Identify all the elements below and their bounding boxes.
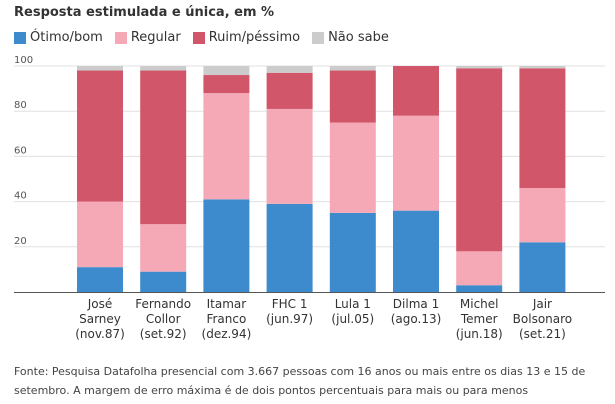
y-tick-label: 100 bbox=[14, 55, 33, 66]
x-category-label: (set.92) bbox=[140, 327, 187, 341]
bar-segment bbox=[140, 271, 187, 292]
bar-segment bbox=[519, 66, 566, 69]
x-category-label: Franco bbox=[206, 312, 246, 326]
x-category-label: FHC 1 bbox=[272, 297, 308, 311]
bar-segment bbox=[329, 66, 376, 71]
x-category-label: (nov.87) bbox=[75, 327, 125, 341]
bar-segment bbox=[519, 242, 566, 292]
legend-item-nao-sabe: Não sabe bbox=[312, 30, 389, 45]
y-tick-label: 40 bbox=[14, 191, 27, 202]
bar-segment bbox=[266, 203, 313, 292]
y-tick-label: 60 bbox=[14, 145, 27, 156]
x-category-label: (jun.97) bbox=[266, 312, 313, 326]
x-category-label: (ago.13) bbox=[391, 312, 442, 326]
bar-segment bbox=[456, 68, 503, 252]
x-category-label: Itamar bbox=[207, 297, 247, 311]
legend-label: Ótimo/bom bbox=[30, 30, 103, 45]
bar-segment bbox=[266, 72, 313, 109]
bar-segment bbox=[456, 66, 503, 69]
x-category-label: (dez.94) bbox=[202, 327, 252, 341]
bar-segment bbox=[393, 66, 439, 116]
bar-segment bbox=[266, 108, 313, 204]
chart-title: Resposta estimulada e única, em % bbox=[14, 5, 275, 20]
x-category-label: (jul.05) bbox=[331, 312, 374, 326]
x-category-label: Sarney bbox=[79, 312, 121, 326]
x-category-label: Lula 1 bbox=[335, 297, 371, 311]
bar-segment bbox=[203, 66, 250, 76]
y-tick-label: 80 bbox=[14, 100, 27, 111]
source-note: Fonte: Pesquisa Datafolha presencial com… bbox=[14, 365, 586, 397]
bar-segment bbox=[266, 66, 313, 73]
legend-swatch bbox=[312, 31, 325, 44]
bar-segment bbox=[329, 122, 376, 213]
legend-label: Ruim/péssimo bbox=[208, 30, 301, 45]
bar-segment bbox=[140, 66, 187, 71]
x-category-label: José bbox=[87, 297, 113, 311]
bar-segment bbox=[329, 70, 376, 123]
x-category-label: Dilma 1 bbox=[393, 297, 439, 311]
bar-segment bbox=[519, 68, 566, 189]
bar-segment bbox=[203, 199, 250, 292]
x-category-label: Michel bbox=[460, 297, 499, 311]
y-tick-label: 20 bbox=[14, 236, 27, 247]
x-category-label: Jair bbox=[532, 297, 552, 311]
bar-segment bbox=[77, 66, 123, 71]
x-category-label: Bolsonaro bbox=[513, 312, 572, 326]
x-category-label: (jun.18) bbox=[456, 327, 503, 341]
legend-label: Não sabe bbox=[328, 30, 389, 45]
bar-segment bbox=[77, 267, 123, 292]
bar-segment bbox=[77, 70, 123, 202]
bar-segment bbox=[203, 93, 250, 200]
legend-item-ruim-pessimo: Ruim/péssimo bbox=[192, 30, 301, 45]
bar-segment bbox=[77, 201, 123, 268]
bar-segment bbox=[519, 188, 566, 243]
bar-segment bbox=[140, 70, 187, 225]
legend-item-otimo-bom: Ótimo/bom bbox=[14, 30, 103, 45]
legend: Ótimo/bom Regular Ruim/péssimo Não sabe bbox=[14, 30, 401, 45]
bar-segment bbox=[456, 285, 503, 292]
legend-swatch bbox=[192, 31, 205, 44]
legend-swatch bbox=[14, 31, 26, 44]
bar-segment bbox=[140, 224, 187, 272]
legend-item-regular: Regular bbox=[114, 30, 181, 45]
x-category-label: Temer bbox=[460, 312, 498, 326]
legend-swatch bbox=[114, 31, 127, 44]
x-category-label: (set.21) bbox=[519, 327, 566, 341]
legend-label: Regular bbox=[130, 30, 181, 45]
x-category-label: Collor bbox=[146, 312, 181, 326]
bar-segment bbox=[393, 210, 439, 292]
bar-segment bbox=[393, 115, 439, 211]
bar-segment bbox=[329, 212, 376, 292]
bar-segment bbox=[203, 75, 250, 94]
bar-segment bbox=[456, 251, 503, 286]
x-category-label: Fernando bbox=[135, 297, 191, 311]
